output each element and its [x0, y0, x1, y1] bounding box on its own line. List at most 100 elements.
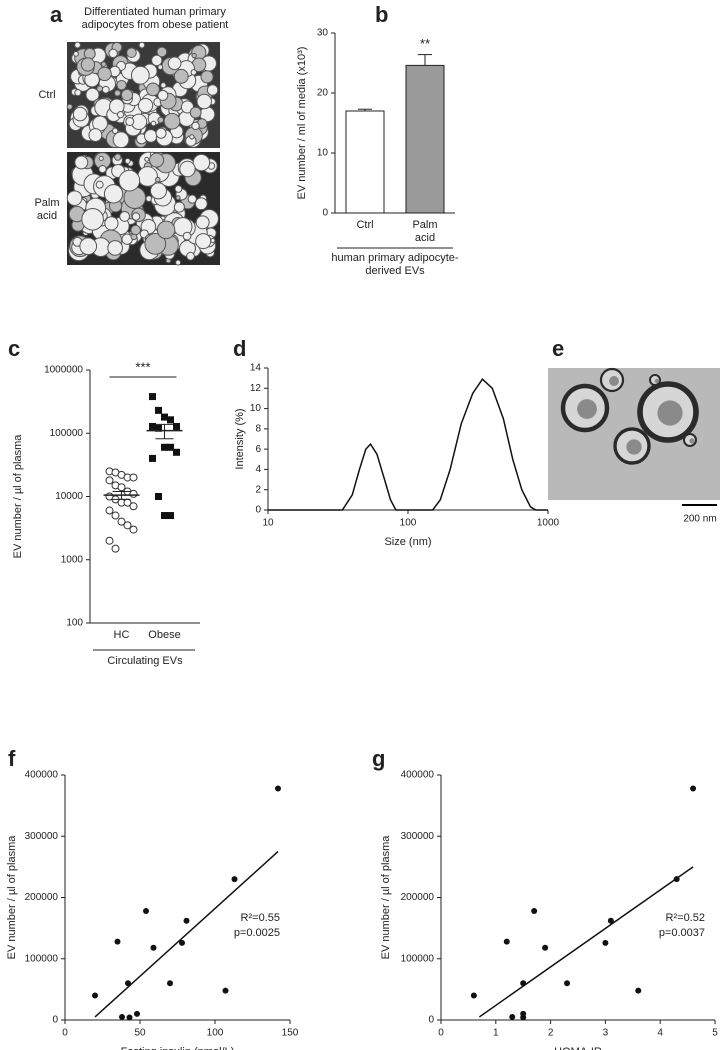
lipid-droplet: [74, 155, 89, 170]
lipid-droplet: [191, 52, 197, 59]
data-point: [155, 493, 162, 500]
group-label: Circulating EVs: [107, 655, 183, 667]
panel-label: f: [8, 746, 16, 771]
data-point: [179, 939, 185, 946]
lipid-droplet: [98, 164, 107, 174]
x-axis-label: HOMA-IR: [554, 1046, 602, 1050]
lipid-droplet: [186, 251, 195, 261]
annotation: R²=0.52: [666, 912, 705, 924]
x-tick-label: 1: [493, 1028, 499, 1039]
data-point: [161, 413, 168, 421]
x-tick-label: 3: [603, 1028, 609, 1039]
data-point: [183, 917, 190, 924]
lipid-droplet: [88, 128, 103, 143]
y-tick-label: 300000: [401, 831, 435, 842]
lipid-droplet: [167, 56, 182, 71]
lipid-droplet: [125, 116, 135, 126]
data-point: [155, 424, 162, 432]
data-point: [119, 1013, 125, 1020]
lipid-droplet: [111, 127, 119, 135]
data-point: [117, 517, 126, 526]
lipid-droplet: [74, 41, 81, 49]
data-point: [111, 511, 120, 520]
x-tick-label: 2: [548, 1028, 554, 1039]
y-tick-label: 0: [255, 505, 261, 516]
lipid-droplet: [118, 169, 141, 192]
lipid-droplet: [155, 176, 161, 183]
lipid-droplet: [174, 185, 183, 193]
x-tick-label: 0: [62, 1028, 68, 1039]
lipid-droplet: [107, 240, 123, 256]
lipid-droplet: [195, 233, 212, 250]
lipid-droplet: [143, 129, 158, 143]
x-tick-label: 10: [262, 518, 274, 529]
data-point: [602, 939, 609, 946]
vesicle-core: [577, 399, 597, 419]
y-tick-label: 0: [52, 1015, 58, 1026]
data-point: [123, 521, 132, 530]
y-tick-label: 2: [255, 484, 261, 495]
data-point: [155, 406, 162, 414]
x-tick-label: 50: [134, 1028, 146, 1039]
lipid-droplet: [156, 220, 176, 240]
bar: [345, 110, 385, 214]
annotation: p=0.0037: [659, 927, 705, 939]
data-point: [117, 483, 126, 492]
data-point: [129, 489, 138, 498]
lipid-droplet: [175, 259, 182, 266]
x-tick-label: Palm acid: [412, 219, 438, 244]
lipid-droplet: [210, 237, 216, 244]
group-label: human primary adipocyte-derived EVs: [331, 252, 459, 277]
data-point: [149, 422, 156, 430]
x-tick-label: 0: [438, 1028, 444, 1039]
data-point: [173, 448, 180, 456]
annotation: R²=0.55: [241, 912, 280, 924]
lipid-droplet: [124, 158, 131, 165]
panel-title: Differentiated human primary adipocytes …: [81, 6, 229, 31]
y-tick-label: 4: [255, 464, 261, 475]
data-point: [111, 544, 120, 553]
lipid-droplet: [98, 155, 104, 161]
data-point: [114, 938, 121, 945]
panel-label: g: [372, 746, 385, 771]
lipid-droplet: [196, 93, 212, 110]
row-label: Ctrl: [38, 89, 56, 101]
vesicle-core: [609, 376, 619, 386]
data-point: [470, 992, 477, 999]
data-point: [167, 416, 174, 424]
data-point: [129, 502, 138, 511]
y-tick-label: 14: [250, 363, 262, 374]
lipid-droplet: [130, 224, 141, 236]
lipid-droplet: [192, 153, 211, 172]
lipid-droplet: [150, 120, 157, 127]
data-point: [231, 876, 238, 883]
lipid-droplet: [108, 98, 125, 115]
lipid-droplet: [104, 216, 119, 231]
lipid-droplet: [73, 50, 79, 57]
lipid-droplet: [173, 68, 189, 84]
data-point: [167, 443, 174, 451]
significance: ***: [135, 359, 150, 374]
data-point: [564, 980, 571, 987]
x-tick-label: 100: [400, 518, 417, 529]
lipid-droplet: [116, 79, 127, 91]
lipid-droplet: [150, 182, 167, 200]
data-point: [607, 917, 614, 924]
y-tick-label: 1000000: [44, 365, 83, 376]
lipid-droplet: [206, 84, 219, 96]
data-point: [222, 987, 229, 994]
lipid-droplet: [187, 194, 197, 204]
lipid-droplet: [194, 197, 208, 211]
panel-label: a: [50, 2, 63, 27]
y-tick-label: 300000: [25, 831, 59, 842]
data-point: [149, 393, 156, 401]
y-tick-label: 0: [428, 1015, 434, 1026]
lipid-droplet: [144, 233, 167, 255]
x-tick-label: 1000: [537, 518, 560, 529]
panel-label: d: [233, 336, 246, 361]
data-point: [150, 944, 157, 951]
lipid-droplet: [189, 134, 195, 140]
lipid-droplet: [137, 166, 158, 187]
